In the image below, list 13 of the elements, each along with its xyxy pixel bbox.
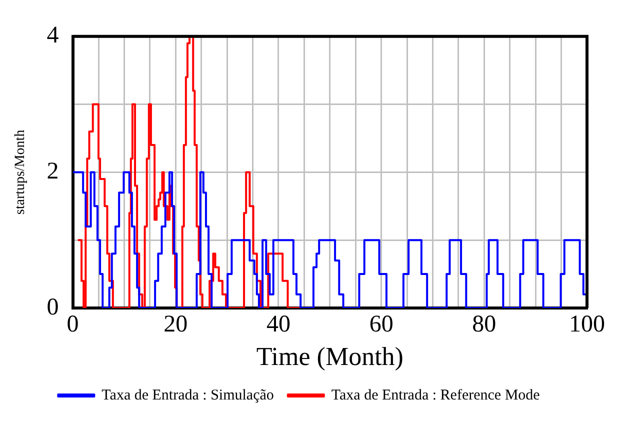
y-tick-label: 2	[46, 158, 59, 184]
x-tick-label: 0	[66, 312, 79, 338]
y-axis-title: startups/Month	[13, 130, 28, 215]
x-tick-label: 60	[369, 312, 394, 338]
x-tick-label: 40	[266, 312, 290, 338]
x-tick-label: 80	[472, 312, 496, 338]
y-tick-label: 0	[46, 294, 59, 320]
legend-label: Taxa de Entrada : Reference Mode	[331, 387, 540, 404]
legend-label: Taxa de Entrada : Simulação	[102, 387, 274, 404]
y-tick-label: 4	[46, 22, 59, 49]
x-tick-label: 100	[569, 312, 605, 338]
x-tick-label: 20	[164, 312, 188, 338]
x-axis-title: Time (Month)	[256, 342, 404, 372]
